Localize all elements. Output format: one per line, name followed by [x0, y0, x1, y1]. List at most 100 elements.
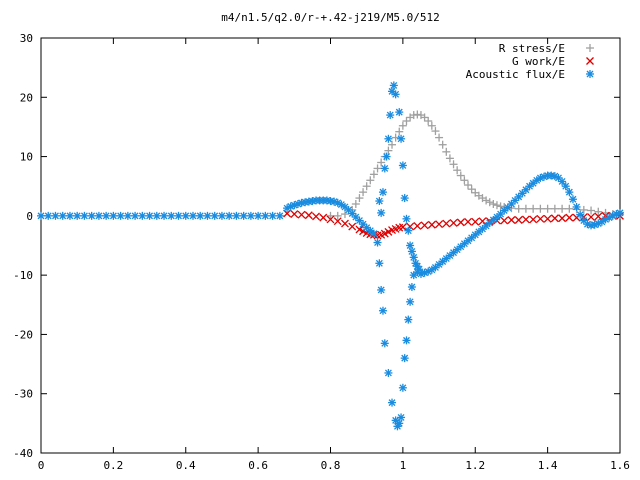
data-point [400, 354, 409, 363]
x-tick-label: 1 [400, 459, 407, 472]
data-point [482, 196, 491, 205]
data-point [377, 208, 386, 217]
data-point [507, 200, 516, 208]
data-point [341, 219, 349, 228]
data-point [225, 211, 234, 220]
data-point [565, 213, 574, 222]
data-point [145, 211, 154, 220]
data-point [131, 211, 140, 220]
data-point [438, 140, 447, 149]
data-point [152, 211, 161, 220]
y-tick-label: 30 [20, 32, 33, 45]
data-point [326, 215, 335, 224]
data-point [616, 208, 624, 217]
data-point [449, 219, 458, 227]
data-point [398, 383, 407, 392]
data-point [395, 127, 404, 136]
data-point [431, 127, 440, 136]
data-point [402, 336, 411, 345]
x-tick-label: 0.4 [176, 459, 196, 472]
data-point [109, 211, 118, 220]
data-point [400, 194, 409, 203]
data-point [420, 221, 429, 230]
data-point [407, 283, 416, 291]
data-point [402, 214, 411, 223]
data-point [203, 211, 212, 220]
data-point [435, 133, 444, 142]
data-point [340, 210, 349, 219]
data-point [543, 204, 552, 213]
data-point [521, 215, 530, 224]
data-point [424, 117, 433, 125]
data-point [576, 210, 585, 219]
data-point [116, 211, 125, 220]
data-point [58, 211, 67, 220]
data-point [378, 188, 387, 197]
data-point [369, 229, 378, 238]
data-point [413, 221, 422, 230]
data-point [123, 211, 132, 220]
data-point [232, 211, 241, 220]
data-point [456, 218, 465, 227]
data-point [568, 195, 577, 204]
data-point [529, 204, 538, 213]
data-point [565, 204, 574, 213]
series-2 [37, 81, 624, 431]
data-point [398, 121, 407, 130]
data-point [51, 211, 60, 220]
data-point [217, 211, 226, 220]
legend-marker [586, 70, 594, 78]
data-point [529, 215, 538, 224]
data-point [558, 214, 567, 223]
data-point [442, 147, 451, 156]
data-point [369, 170, 378, 179]
data-point [406, 241, 415, 250]
y-tick-label: -20 [13, 328, 33, 341]
data-point [427, 220, 436, 229]
data-point [384, 134, 393, 143]
data-point [312, 212, 320, 221]
data-point [572, 202, 581, 211]
y-tick-label: -10 [13, 269, 33, 282]
data-point [550, 214, 559, 223]
data-point [37, 211, 45, 220]
data-point [388, 140, 397, 149]
y-tick-label: -40 [13, 447, 33, 460]
data-point [167, 211, 176, 220]
data-point [536, 204, 545, 213]
data-point [435, 220, 444, 229]
axis-ticks: 0 0.2 0.4 0.6 0.8 1 1.2 1.4 1.6 -40 -30 -20 -10 0 10 20… [13, 32, 630, 472]
data-point [388, 398, 397, 407]
data-point [536, 214, 545, 223]
y-tick-label: -30 [13, 388, 33, 401]
data-point [355, 194, 364, 203]
data-point [362, 182, 371, 191]
x-tick-label: 0.8 [321, 459, 341, 472]
data-point [378, 306, 387, 315]
data-point [579, 205, 588, 214]
data-point [561, 182, 570, 191]
data-point [449, 160, 458, 169]
data-point [333, 217, 342, 226]
data-point [382, 152, 391, 161]
data-point [380, 339, 389, 348]
data-point [485, 198, 494, 207]
data-point [514, 204, 523, 213]
data-point [507, 216, 516, 224]
data-point [406, 297, 415, 306]
data-point [407, 247, 416, 256]
data-point [375, 259, 384, 268]
data-point [73, 211, 82, 220]
data-point [445, 154, 454, 163]
data-point [587, 213, 596, 222]
data-point [389, 81, 398, 90]
data-marks [37, 81, 624, 431]
data-point [558, 204, 567, 213]
data-point [464, 217, 472, 226]
data-point [550, 204, 559, 213]
data-point [304, 211, 313, 220]
data-point [391, 90, 400, 99]
data-point [351, 200, 360, 208]
data-point [514, 216, 523, 224]
